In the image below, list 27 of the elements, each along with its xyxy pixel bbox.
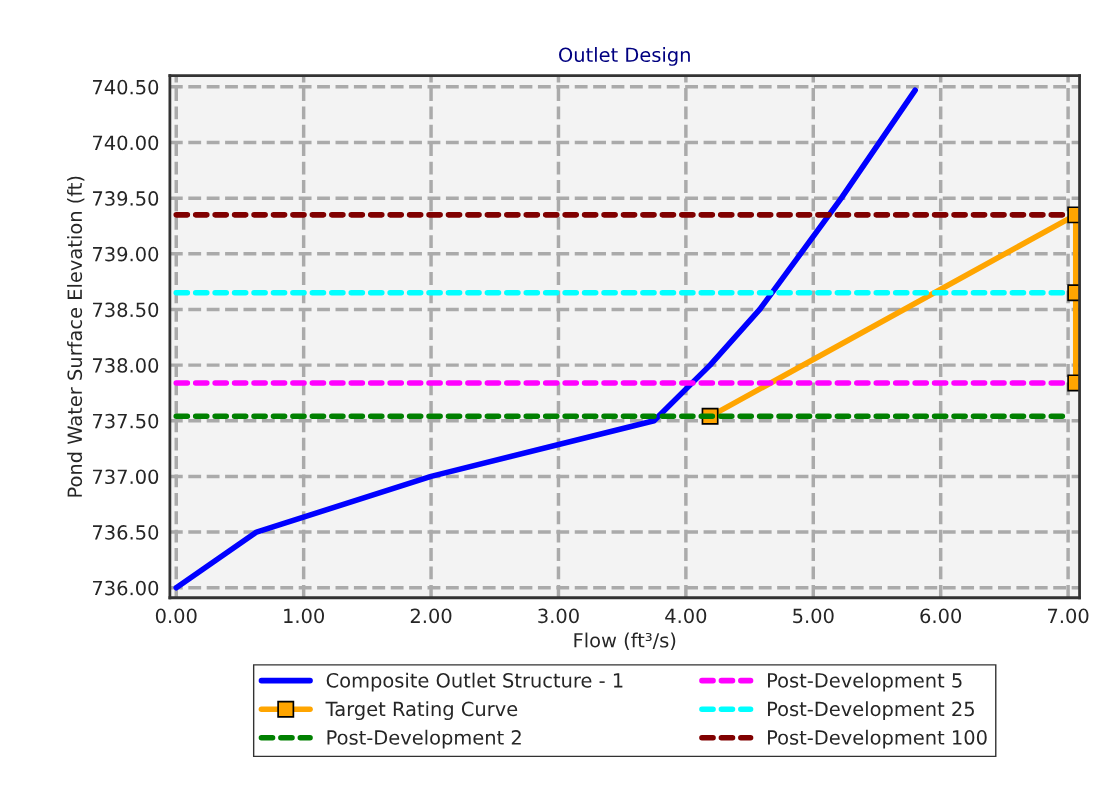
y-tick-label: 739.00 [93, 246, 159, 262]
x-tick-label: 1.00 [284, 608, 325, 624]
y-axis-title: Pond Water Surface Elevation (ft) [67, 176, 85, 497]
x-tick-label: 5.00 [793, 608, 834, 624]
legend-label: Composite Outlet Structure - 1 [326, 672, 623, 692]
y-tick-label: 738.50 [93, 302, 159, 318]
x-tick-label: 2.00 [410, 608, 452, 624]
y-tick-label: 739.50 [93, 191, 159, 206]
x-tick-label: 4.00 [665, 608, 707, 624]
y-tick-label: 740.00 [93, 135, 159, 151]
y-tick-label: 737.50 [93, 413, 159, 429]
y-tick-label: 736.50 [93, 525, 159, 540]
y-tick-label: 738.00 [93, 358, 159, 373]
x-tick-label: 0.00 [155, 608, 197, 624]
legend-label: Post-Development 2 [327, 729, 521, 749]
x-tick-label: 3.00 [538, 608, 579, 624]
x-tick-label: 7.00 [1048, 608, 1089, 624]
y-tick-label: 740.50 [93, 79, 159, 95]
chart-title: Outlet Design [559, 47, 690, 66]
legend-label: Post-Development 25 [768, 701, 974, 721]
legend-label: Post-Development 5 [768, 672, 962, 692]
legend-label: Target Rating Curve [325, 701, 518, 721]
legend-label: Post-Development 100 [768, 729, 987, 749]
x-axis-title: Flow (ft³/s) [574, 632, 676, 650]
x-tick-label: 6.00 [920, 608, 962, 624]
y-tick-label: 736.00 [93, 580, 159, 596]
y-tick-label: 737.00 [93, 469, 159, 485]
